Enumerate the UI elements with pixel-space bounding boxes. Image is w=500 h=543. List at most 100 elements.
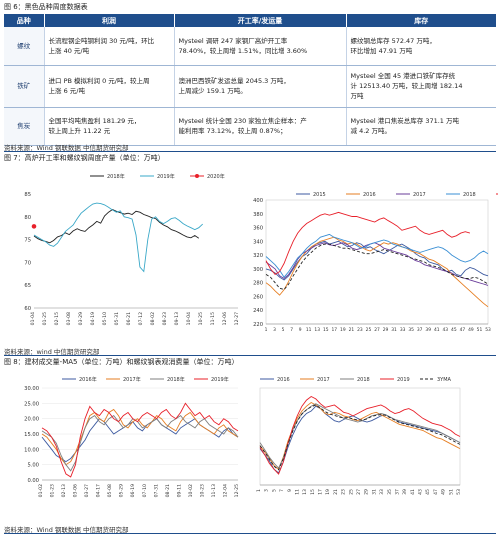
x-tick-label: 08-02 xyxy=(150,312,156,325)
building-materials-volume-chart: 0.00 5.00 10.00 15.00 20.00 25.00 30.00 01-02 01… xyxy=(24,376,240,497)
y-tick-label: 360 xyxy=(253,226,263,232)
legend-label: 2018年 xyxy=(107,173,125,180)
x-tick-label: 9 xyxy=(287,489,293,492)
x-tick-label: 06-19 xyxy=(130,484,136,497)
rebar-apparent-consumption-chart: 1 3 5 7 9 11 13 15 17 19 21 23 25 27 29 31 33 35 37 39 41 43 4… xyxy=(256,377,462,495)
weekly-data-table: 品种 利润 开工率/发运量 库存 螺纹 长流程钢企吨钢利润 30 元/吨，环比上… xyxy=(4,14,496,146)
x-tick-label: 35 xyxy=(408,327,414,333)
x-tick-label: 10-02 xyxy=(188,484,194,497)
x-tick-label: 07-31 xyxy=(153,484,159,497)
legend-label: 2018年 xyxy=(167,376,185,383)
x-tick-label: 12-06 xyxy=(222,312,228,325)
x-tick-label: 41 xyxy=(434,327,440,333)
legend-label: 2016 xyxy=(363,192,376,198)
x-tick-label: 45 xyxy=(425,489,431,495)
x-tick-label: 23 xyxy=(357,327,363,333)
x-tick-label: 39 xyxy=(402,489,408,495)
x-tick-label: 5 xyxy=(282,327,285,333)
y-tick-label: 340 xyxy=(253,239,263,245)
variety-name: 铁矿 xyxy=(4,65,45,108)
legend-label: 2018 xyxy=(357,377,370,383)
y-tick-label: 85 xyxy=(24,192,31,198)
x-tick-label: 03-27 xyxy=(84,484,90,497)
y-tick-label: 320 xyxy=(253,253,263,259)
x-tick-label: 12-04 xyxy=(222,484,228,497)
y-tick-label: 75 xyxy=(24,238,31,244)
x-tick-label: 05-10 xyxy=(102,312,108,325)
x-tick-label: 45 xyxy=(451,327,457,333)
y-tick-label: 0.00 xyxy=(27,478,39,484)
y-tick-label: 380 xyxy=(253,212,263,218)
inventory-cell: Mysteel 全国 45 港进口铁矿库存统计 12513.40 万吨，较上周增… xyxy=(346,65,496,108)
x-tick-label: 25 xyxy=(366,327,372,333)
fig7-caption: 图 7：高炉开工率和螺纹钢周度产量（单位：万吨） xyxy=(4,154,165,162)
fig8-divider xyxy=(4,533,496,534)
x-tick-label: 25 xyxy=(348,489,354,495)
legend-label: 2016年 xyxy=(79,376,97,383)
y-tick-label: 80 xyxy=(24,215,31,221)
legend-label: 2015 xyxy=(313,192,326,198)
y-tick-label: 220 xyxy=(253,322,263,328)
x-tick-label: 51 xyxy=(448,489,454,495)
x-tick-label: 02-13 xyxy=(61,484,67,497)
series-line-2019 xyxy=(259,395,461,475)
x-tick-label: 08-21 xyxy=(165,484,171,497)
x-tick-label: 49 xyxy=(441,489,447,495)
y-tick-label: 70 xyxy=(24,260,31,266)
x-tick-label: 11-15 xyxy=(210,312,216,325)
y-tick-label: 260 xyxy=(253,294,263,300)
x-tick-label: 3 xyxy=(264,489,270,492)
legend-label: 2020年 xyxy=(207,173,225,180)
x-tick-label: 43 xyxy=(418,489,424,495)
x-tick-label: 06-21 xyxy=(126,312,132,325)
x-tick-label: 03-06 xyxy=(73,484,79,497)
x-tick-label: 1 xyxy=(256,489,262,492)
legend-label: 2017 xyxy=(317,377,330,383)
series-line-2019年 xyxy=(33,202,204,273)
series-line-2016 xyxy=(265,236,489,308)
operation-cell: 澳洲巴西铁矿发运总量 2045.3 万吨， 上周减少 159.1 万吨。 xyxy=(174,65,347,108)
x-tick-label: 15 xyxy=(310,489,316,495)
legend-label: 2019年 xyxy=(211,376,229,383)
y-tick-label: 20.00 xyxy=(24,417,39,423)
x-tick-label: 11 xyxy=(294,489,300,495)
x-tick-label: 01-02 xyxy=(38,484,44,497)
x-tick-label: 53 xyxy=(485,327,491,333)
legend-marker xyxy=(195,174,199,178)
profit-cell: 进口 PB 模拟利润 0 元/吨，较上周 上涨 6 元/吨 xyxy=(44,65,175,108)
x-tick-label: 15 xyxy=(323,327,329,333)
x-tick-label: 12-27 xyxy=(234,312,240,325)
fig6-divider xyxy=(4,151,496,152)
fig6-caption: 图 6：黑色品种周度数据表 xyxy=(4,3,88,11)
x-tick-label: 12-25 xyxy=(234,484,240,497)
series-line-2018 xyxy=(259,403,461,469)
y-tick-label: 25.00 xyxy=(24,401,39,407)
header-inventory: 库存 xyxy=(346,14,496,27)
series-line-2019 xyxy=(265,211,471,275)
x-tick-label: 23 xyxy=(341,489,347,495)
x-tick-label: 27 xyxy=(356,489,362,495)
x-tick-label: 13 xyxy=(302,489,308,495)
x-tick-label: 07-12 xyxy=(138,312,144,325)
x-tick-label: 41 xyxy=(410,489,416,495)
x-tick-label: 19 xyxy=(340,327,346,333)
x-tick-label: 29 xyxy=(383,327,389,333)
x-tick-label: 09-11 xyxy=(176,484,182,497)
series-line-2017 xyxy=(265,242,489,286)
y-tick-label: 280 xyxy=(253,281,263,287)
y-tick-label: 300 xyxy=(253,267,263,273)
x-tick-label: 11-13 xyxy=(211,484,217,497)
x-tick-label: 10-25 xyxy=(198,312,204,325)
table-header-row: 品种 利润 开工率/发运量 库存 xyxy=(4,14,496,27)
table-row: 铁矿 进口 PB 模拟利润 0 元/吨，较上周 上涨 6 元/吨 澳洲巴西铁矿发运… xyxy=(4,65,496,108)
y-tick-label: 15.00 xyxy=(24,432,39,438)
series-line-2018年 xyxy=(33,208,200,244)
x-tick-label: 05-29 xyxy=(119,484,125,497)
variety-name: 焦炭 xyxy=(4,107,45,146)
x-tick-label: 17 xyxy=(332,327,338,333)
x-tick-label: 01-25 xyxy=(42,312,48,325)
fig8-caption: 图 8：建材成交量-MA5（单位：万吨）和螺纹钢表观消费量（单位：万吨） xyxy=(4,358,239,366)
x-tick-label: 47 xyxy=(433,489,439,495)
x-tick-label: 21 xyxy=(349,327,355,333)
